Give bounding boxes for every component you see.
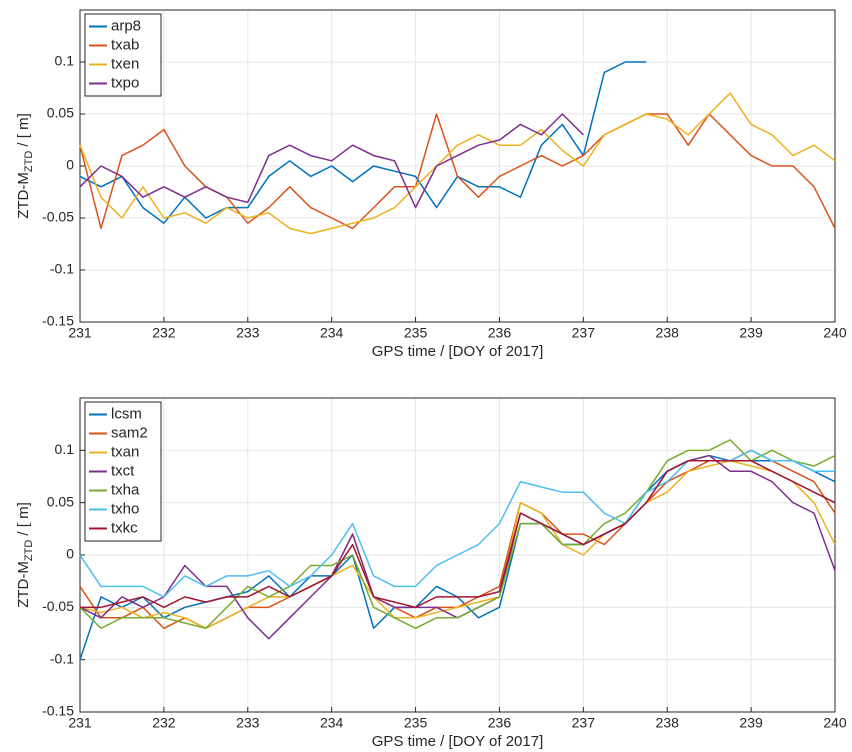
legend-label: sam2 [111,424,148,441]
x-tick-label: 231 [68,715,92,731]
legend-label: txkc [111,519,138,536]
legend-label: lcsm [111,405,142,422]
y-tick-label: -0.05 [42,209,74,225]
x-tick-label: 236 [488,715,512,731]
x-axis-label: GPS time / [DOY of 2017] [372,343,543,360]
y-tick-label: -0.15 [42,313,74,329]
x-tick-label: 239 [739,715,763,731]
y-tick-label: -0.15 [42,703,74,719]
y-label-rest: / [ m] [15,113,32,151]
y-label-sub: ZTD [23,151,35,172]
x-tick-label: 232 [152,325,176,341]
x-tick-label: 240 [823,715,847,731]
y-label-sub: ZTD [23,540,35,561]
x-tick-label: 240 [823,325,847,341]
legend-label: txab [111,36,139,53]
x-tick-label: 239 [739,325,763,341]
y-tick-label: 0.1 [55,53,75,69]
y-tick-label: -0.05 [42,598,74,614]
x-tick-label: 237 [572,325,596,341]
x-tick-label: 238 [656,325,680,341]
y-label-main: ZTD-M [15,561,32,608]
axes-box [79,9,836,323]
x-tick-label: 232 [152,715,176,731]
y-label-rest: / [ m] [15,502,32,540]
series-line [79,61,647,224]
series-line [79,92,836,235]
y-tick-label: 0.05 [47,493,74,509]
series-line [79,113,584,209]
y-tick-label: 0.1 [55,441,75,457]
legend-box [84,13,162,97]
legend-label: txct [111,462,135,479]
series-line [80,460,836,609]
x-tick-label: 231 [68,325,92,341]
legend-label: arp8 [111,17,141,34]
y-tick-label: -0.1 [50,650,74,666]
legend-label: txen [111,55,139,72]
y-tick-label: 0 [66,546,74,562]
y-tick-label: -0.1 [50,261,74,277]
legend-label: txan [111,443,139,460]
x-tick-label: 233 [236,715,260,731]
legend-label: txho [111,500,139,517]
series-line [79,439,836,630]
y-axis-label: ZTD-MZTD / [ m] [15,113,35,219]
legend-label: txha [111,481,140,498]
x-tick-label: 238 [656,715,680,731]
x-tick-label: 236 [488,325,512,341]
legend-label: txpo [111,74,139,91]
y-tick-label: 0.05 [47,105,74,121]
x-tick-label: 237 [572,715,596,731]
x-tick-label: 234 [320,715,344,731]
x-tick-label: 234 [320,325,344,341]
x-tick-label: 235 [404,715,428,731]
x-tick-label: 233 [236,325,260,341]
y-axis-label: ZTD-MZTD / [ m] [15,502,35,608]
x-tick-label: 235 [404,325,428,341]
x-axis-label: GPS time / [DOY of 2017] [372,733,543,750]
y-label-main: ZTD-M [15,172,32,219]
y-tick-label: 0 [66,157,74,173]
